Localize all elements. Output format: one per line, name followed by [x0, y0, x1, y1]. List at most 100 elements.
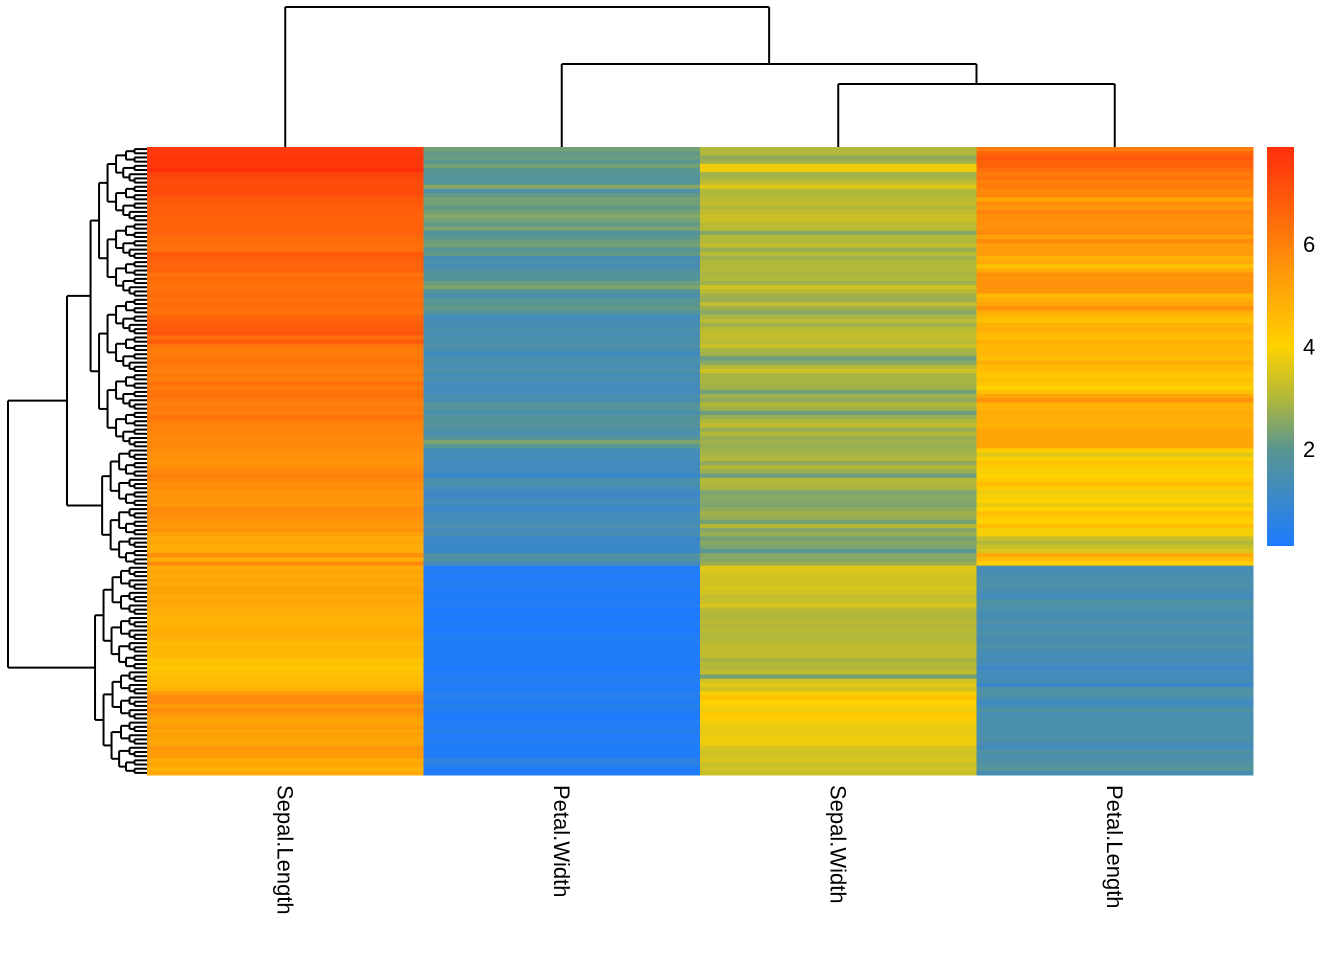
heatmap-cell: [423, 347, 701, 353]
heatmap-cell: [423, 410, 701, 416]
heatmap-cell: [423, 385, 701, 391]
heatmap-cell: [700, 440, 977, 445]
heatmap-cell: [976, 582, 1254, 588]
heatmap-cell: [147, 687, 424, 692]
heatmap-cell: [147, 268, 424, 274]
heatmap-cell: [423, 540, 701, 546]
heatmap-cell: [976, 314, 1254, 320]
heatmap-cell: [976, 666, 1254, 671]
heatmap-cell: [976, 297, 1254, 303]
heatmap-cell: [700, 716, 977, 722]
heatmap-cell: [147, 364, 424, 370]
heatmap-cell: [976, 770, 1254, 776]
heatmap-cell: [976, 289, 1254, 295]
heatmap-cell: [976, 469, 1254, 475]
heatmap-cell: [700, 691, 977, 696]
heatmap-cell: [976, 519, 1254, 525]
heatmap-cell: [423, 159, 701, 165]
heatmap-cell: [700, 322, 977, 328]
heatmap-cell: [976, 419, 1254, 424]
heatmap-cell: [976, 544, 1254, 550]
heatmap-cell: [423, 268, 701, 274]
heatmap-cell: [423, 708, 701, 713]
heatmap-cell: [976, 565, 1254, 571]
color-legend-bar: [1267, 147, 1294, 546]
heatmap-cell: [700, 611, 977, 617]
heatmap-cell: [976, 649, 1254, 655]
heatmap-cell: [423, 243, 701, 248]
heatmap-cell: [147, 532, 424, 537]
heatmap-cell: [700, 260, 977, 265]
heatmap-cell: [423, 498, 701, 504]
heatmap-cell: [147, 297, 424, 303]
heatmap-cell: [423, 661, 701, 667]
heatmap-cell: [147, 444, 424, 449]
heatmap-cell: [976, 230, 1254, 236]
heatmap-cell: [700, 758, 977, 763]
heatmap-cell: [976, 766, 1254, 772]
heatmap-cell: [700, 280, 977, 286]
heatmap-cell: [147, 368, 424, 374]
heatmap-cell: [147, 477, 424, 483]
heatmap-cell: [976, 293, 1254, 299]
heatmap-cell: [976, 356, 1254, 362]
heatmap-cell: [423, 461, 701, 466]
heatmap-cell: [700, 272, 977, 278]
column-label-sepal-width: Sepal.Width: [825, 785, 850, 904]
heatmap-cell: [147, 708, 424, 713]
heatmap-cell: [423, 733, 701, 738]
heatmap-cell: [423, 603, 701, 609]
heatmap-cell: [976, 762, 1254, 768]
heatmap-cell: [147, 180, 424, 186]
heatmap-cell: [423, 234, 701, 240]
heatmap-cell: [700, 695, 977, 701]
heatmap-cell: [423, 565, 701, 571]
heatmap-cell: [147, 452, 424, 458]
heatmap-cell: [976, 498, 1254, 504]
heatmap-cell: [976, 536, 1254, 542]
heatmap-cell: [976, 741, 1254, 747]
heatmap-cell: [700, 661, 977, 667]
heatmap-cell: [700, 343, 977, 349]
heatmap-cell: [700, 469, 977, 475]
heatmap-cell: [423, 770, 701, 776]
heatmap-cell: [976, 188, 1254, 194]
heatmap-cell: [976, 272, 1254, 278]
heatmap-cell: [423, 381, 701, 387]
heatmap-cell: [700, 360, 977, 366]
heatmap-cell: [423, 151, 701, 156]
heatmap-cell: [700, 297, 977, 303]
heatmap-cell: [423, 280, 701, 286]
heatmap-cell: [423, 632, 701, 638]
heatmap-cell: [700, 511, 977, 516]
heatmap-cell: [976, 147, 1254, 152]
heatmap-cell: [976, 569, 1254, 575]
heatmap-cell: [700, 465, 977, 470]
heatmap-cell: [423, 607, 701, 613]
heatmap-cell: [700, 620, 977, 625]
heatmap-cell: [147, 724, 424, 730]
heatmap-cell: [700, 339, 977, 345]
heatmap-cell: [976, 239, 1254, 244]
heatmap-cell: [700, 327, 977, 332]
heatmap-cell: [423, 741, 701, 747]
heatmap-cell: [423, 691, 701, 696]
heatmap-cell: [423, 448, 701, 454]
heatmap-cell: [700, 582, 977, 588]
heatmap-cell: [700, 494, 977, 500]
heatmap-cell: [700, 594, 977, 600]
heatmap-cell: [423, 377, 701, 382]
heatmap-cell: [147, 557, 424, 562]
heatmap-cell: [976, 322, 1254, 328]
heatmap-cell: [700, 285, 977, 290]
heatmap-cell: [700, 377, 977, 382]
heatmap-cell: [147, 188, 424, 194]
heatmap-cell: [147, 335, 424, 341]
heatmap-cell: [976, 611, 1254, 617]
heatmap-cell: [976, 205, 1254, 211]
heatmap-cell: [147, 414, 424, 420]
heatmap-cell: [423, 628, 701, 634]
heatmap-cell: [423, 586, 701, 592]
heatmap-cell: [147, 486, 424, 491]
heatmap-cell: [423, 435, 701, 441]
